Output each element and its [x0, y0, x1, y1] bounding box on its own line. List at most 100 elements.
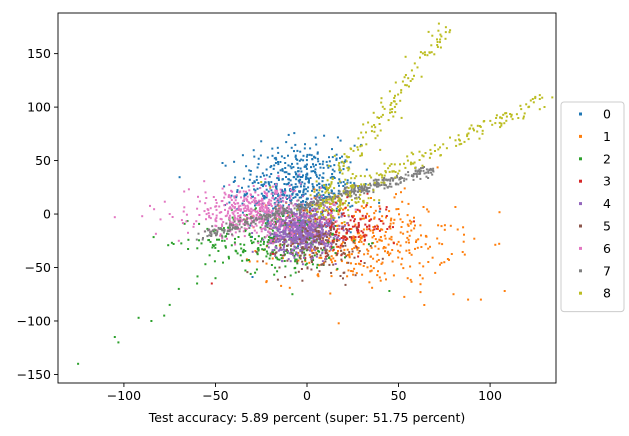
data-point: [300, 246, 303, 249]
data-point: [337, 239, 340, 242]
data-point: [279, 210, 281, 213]
data-point: [215, 216, 218, 219]
data-point: [338, 209, 341, 212]
data-point: [218, 238, 220, 241]
data-point: [331, 168, 334, 171]
data-point: [308, 179, 310, 182]
data-point: [214, 199, 217, 201]
data-point: [303, 256, 305, 259]
data-point: [298, 209, 301, 212]
data-point: [285, 216, 287, 219]
data-point: [410, 151, 413, 154]
data-point: [520, 108, 523, 111]
data-point: [335, 195, 338, 198]
data-point: [267, 230, 270, 233]
data-point: [311, 261, 313, 263]
data-point: [254, 238, 257, 241]
data-point: [244, 250, 247, 252]
data-point: [321, 214, 324, 216]
data-point: [304, 232, 307, 235]
data-point: [326, 232, 329, 235]
data-point: [422, 265, 425, 268]
data-point: [319, 186, 322, 189]
data-point: [276, 270, 279, 273]
data-point: [315, 225, 318, 228]
data-point: [276, 192, 279, 195]
data-point: [235, 227, 238, 230]
data-point: [216, 229, 219, 232]
data-point: [290, 229, 292, 232]
y-tick-label: 100: [27, 100, 51, 115]
data-point: [329, 242, 332, 245]
data-point: [353, 267, 356, 270]
data-point: [403, 76, 406, 79]
data-point: [198, 200, 201, 203]
data-point: [418, 159, 421, 161]
series-6: [113, 173, 377, 246]
data-point: [265, 262, 268, 265]
data-point: [380, 115, 383, 118]
data-point: [364, 215, 367, 218]
data-point: [358, 241, 361, 243]
data-point: [429, 167, 432, 170]
data-point: [227, 196, 230, 198]
data-point: [327, 243, 330, 246]
data-point: [289, 197, 292, 200]
data-point: [254, 204, 256, 207]
data-point: [330, 223, 333, 226]
data-point: [332, 263, 335, 266]
data-point: [291, 237, 293, 240]
data-point: [419, 291, 422, 294]
data-point: [422, 206, 425, 208]
data-point: [385, 215, 388, 217]
data-point: [353, 144, 356, 147]
data-point: [287, 183, 289, 186]
data-point: [324, 239, 327, 242]
data-point: [388, 254, 390, 257]
data-point: [344, 256, 346, 259]
data-point: [256, 187, 259, 190]
data-point: [306, 231, 308, 234]
data-point: [360, 144, 363, 147]
data-point: [505, 112, 508, 115]
legend-marker-3: [579, 179, 582, 183]
data-point: [527, 106, 530, 109]
data-point: [340, 169, 343, 172]
data-point: [178, 176, 181, 179]
legend-label-0: 0: [603, 107, 611, 122]
data-point: [302, 159, 305, 162]
data-point: [276, 258, 279, 261]
data-point: [309, 247, 312, 250]
data-point: [300, 238, 302, 241]
data-point: [421, 277, 424, 280]
data-point: [324, 245, 327, 248]
data-point: [261, 197, 263, 200]
data-point: [422, 155, 425, 158]
x-axis: −100 −50 0 50 100: [107, 383, 502, 403]
data-point: [329, 246, 332, 249]
data-point: [421, 164, 424, 167]
data-point: [406, 214, 409, 217]
data-point: [403, 295, 406, 298]
data-point: [432, 170, 435, 173]
data-point: [385, 278, 387, 281]
data-point: [243, 199, 246, 202]
data-point: [279, 188, 282, 191]
data-point: [292, 242, 295, 245]
data-point: [450, 253, 453, 255]
data-point: [241, 250, 244, 253]
data-point: [400, 116, 403, 119]
data-point: [330, 243, 333, 246]
data-point: [304, 257, 307, 260]
data-point: [304, 215, 307, 218]
data-point: [266, 156, 269, 159]
data-point: [343, 153, 346, 156]
data-point: [265, 250, 268, 253]
data-point: [368, 281, 371, 284]
data-point: [281, 235, 284, 238]
data-point: [439, 38, 442, 41]
data-point: [276, 177, 279, 180]
data-point: [321, 243, 324, 246]
data-point: [404, 74, 407, 76]
data-point: [365, 228, 368, 231]
